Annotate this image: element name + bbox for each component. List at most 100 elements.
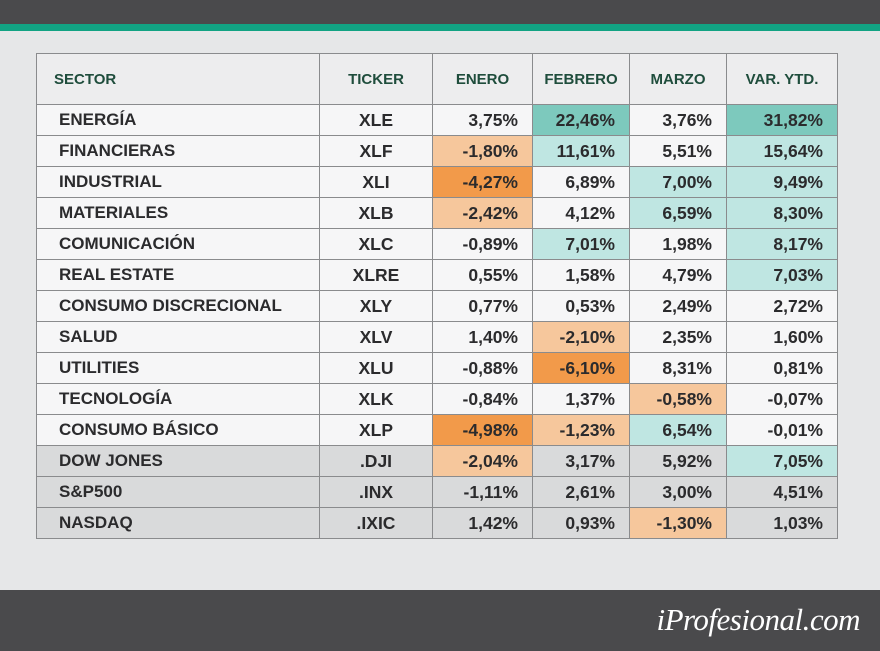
- cell-sector: CONSUMO BÁSICO: [36, 414, 320, 446]
- cell-marzo: 3,76%: [629, 104, 727, 136]
- cell-ticker: .DJI: [319, 445, 433, 477]
- cell-sector: REAL ESTATE: [36, 259, 320, 291]
- cell-sector: FINANCIERAS: [36, 135, 320, 167]
- table-row: REAL ESTATE XLRE 0,55% 1,58% 4,79% 7,03%: [36, 259, 838, 291]
- table-container: SECTOR TICKER ENERO FEBRERO MARZO VAR. Y…: [36, 53, 838, 539]
- cell-marzo: 3,00%: [629, 476, 727, 508]
- cell-ytd: 1,60%: [726, 321, 838, 353]
- cell-ytd: 31,82%: [726, 104, 838, 136]
- cell-febrero: 7,01%: [532, 228, 630, 260]
- table-row: TECNOLOGÍA XLK -0,84% 1,37% -0,58% -0,07%: [36, 383, 838, 415]
- table-header: SECTOR TICKER ENERO FEBRERO MARZO VAR. Y…: [36, 53, 838, 105]
- cell-enero: -1,80%: [432, 135, 533, 167]
- cell-ticker: XLC: [319, 228, 433, 260]
- table-row: NASDAQ .IXIC 1,42% 0,93% -1,30% 1,03%: [36, 507, 838, 539]
- cell-ticker: XLK: [319, 383, 433, 415]
- cell-ytd: 4,51%: [726, 476, 838, 508]
- cell-febrero: 3,17%: [532, 445, 630, 477]
- cell-marzo: 1,98%: [629, 228, 727, 260]
- cell-sector: UTILITIES: [36, 352, 320, 384]
- cell-ytd: 9,49%: [726, 166, 838, 198]
- cell-ticker: .IXIC: [319, 507, 433, 539]
- cell-febrero: 22,46%: [532, 104, 630, 136]
- table-body: ENERGÍA XLE 3,75% 22,46% 3,76% 31,82% FINANCIE…: [36, 104, 838, 539]
- column-header-enero: ENERO: [432, 53, 533, 105]
- cell-marzo: 8,31%: [629, 352, 727, 384]
- accent-stripe: [0, 24, 880, 31]
- cell-marzo: 2,49%: [629, 290, 727, 322]
- cell-enero: 0,55%: [432, 259, 533, 291]
- table-row: ENERGÍA XLE 3,75% 22,46% 3,76% 31,82%: [36, 104, 838, 136]
- cell-marzo: 6,54%: [629, 414, 727, 446]
- cell-marzo: 5,51%: [629, 135, 727, 167]
- cell-ytd: 8,30%: [726, 197, 838, 229]
- cell-febrero: 2,61%: [532, 476, 630, 508]
- table-row: COMUNICACIÓN XLC -0,89% 7,01% 1,98% 8,17%: [36, 228, 838, 260]
- cell-marzo: 6,59%: [629, 197, 727, 229]
- cell-ticker: XLP: [319, 414, 433, 446]
- cell-ticker: .INX: [319, 476, 433, 508]
- cell-marzo: 4,79%: [629, 259, 727, 291]
- column-header-ytd: VAR. YTD.: [726, 53, 838, 105]
- table-row: CONSUMO BÁSICO XLP -4,98% -1,23% 6,54% -0,01%: [36, 414, 838, 446]
- cell-ticker: XLF: [319, 135, 433, 167]
- cell-sector: MATERIALES: [36, 197, 320, 229]
- table-row: DOW JONES .DJI -2,04% 3,17% 5,92% 7,05%: [36, 445, 838, 477]
- header-row: SECTOR TICKER ENERO FEBRERO MARZO VAR. Y…: [36, 53, 838, 105]
- cell-enero: -0,89%: [432, 228, 533, 260]
- top-bar: [0, 0, 880, 24]
- cell-sector: COMUNICACIÓN: [36, 228, 320, 260]
- returns-table: SECTOR TICKER ENERO FEBRERO MARZO VAR. Y…: [36, 53, 838, 539]
- cell-febrero: 4,12%: [532, 197, 630, 229]
- table-row: MATERIALES XLB -2,42% 4,12% 6,59% 8,30%: [36, 197, 838, 229]
- cell-ytd: 7,05%: [726, 445, 838, 477]
- cell-sector: DOW JONES: [36, 445, 320, 477]
- cell-sector: TECNOLOGÍA: [36, 383, 320, 415]
- cell-enero: -0,84%: [432, 383, 533, 415]
- cell-sector: ENERGÍA: [36, 104, 320, 136]
- cell-febrero: 1,37%: [532, 383, 630, 415]
- cell-sector: SALUD: [36, 321, 320, 353]
- brand-logo: iProfesional.com: [656, 602, 860, 637]
- table-row: S&P500 .INX -1,11% 2,61% 3,00% 4,51%: [36, 476, 838, 508]
- table-row: INDUSTRIAL XLI -4,27% 6,89% 7,00% 9,49%: [36, 166, 838, 198]
- cell-enero: 1,42%: [432, 507, 533, 539]
- cell-ticker: XLU: [319, 352, 433, 384]
- cell-marzo: 2,35%: [629, 321, 727, 353]
- bottom-bar: [0, 590, 880, 651]
- cell-sector: INDUSTRIAL: [36, 166, 320, 198]
- cell-ytd: -0,07%: [726, 383, 838, 415]
- cell-ytd: 15,64%: [726, 135, 838, 167]
- cell-enero: -4,27%: [432, 166, 533, 198]
- table-row: UTILITIES XLU -0,88% -6,10% 8,31% 0,81%: [36, 352, 838, 384]
- table-row: CONSUMO DISCRECIONAL XLY 0,77% 0,53% 2,49% 2,…: [36, 290, 838, 322]
- cell-sector: NASDAQ: [36, 507, 320, 539]
- cell-ytd: -0,01%: [726, 414, 838, 446]
- cell-enero: -2,04%: [432, 445, 533, 477]
- cell-enero: -4,98%: [432, 414, 533, 446]
- column-header-marzo: MARZO: [629, 53, 727, 105]
- cell-enero: 1,40%: [432, 321, 533, 353]
- column-header-febrero: FEBRERO: [532, 53, 630, 105]
- cell-enero: -2,42%: [432, 197, 533, 229]
- cell-febrero: 0,93%: [532, 507, 630, 539]
- cell-ytd: 7,03%: [726, 259, 838, 291]
- cell-ytd: 8,17%: [726, 228, 838, 260]
- cell-enero: 3,75%: [432, 104, 533, 136]
- cell-febrero: -6,10%: [532, 352, 630, 384]
- cell-marzo: -1,30%: [629, 507, 727, 539]
- column-header-sector: SECTOR: [36, 53, 320, 105]
- cell-marzo: 5,92%: [629, 445, 727, 477]
- table-row: FINANCIERAS XLF -1,80% 11,61% 5,51% 15,64%: [36, 135, 838, 167]
- cell-febrero: 1,58%: [532, 259, 630, 291]
- cell-febrero: 11,61%: [532, 135, 630, 167]
- cell-ticker: XLE: [319, 104, 433, 136]
- cell-enero: -1,11%: [432, 476, 533, 508]
- cell-febrero: 6,89%: [532, 166, 630, 198]
- cell-febrero: -2,10%: [532, 321, 630, 353]
- cell-ticker: XLRE: [319, 259, 433, 291]
- cell-ticker: XLI: [319, 166, 433, 198]
- cell-sector: CONSUMO DISCRECIONAL: [36, 290, 320, 322]
- cell-marzo: -0,58%: [629, 383, 727, 415]
- cell-febrero: -1,23%: [532, 414, 630, 446]
